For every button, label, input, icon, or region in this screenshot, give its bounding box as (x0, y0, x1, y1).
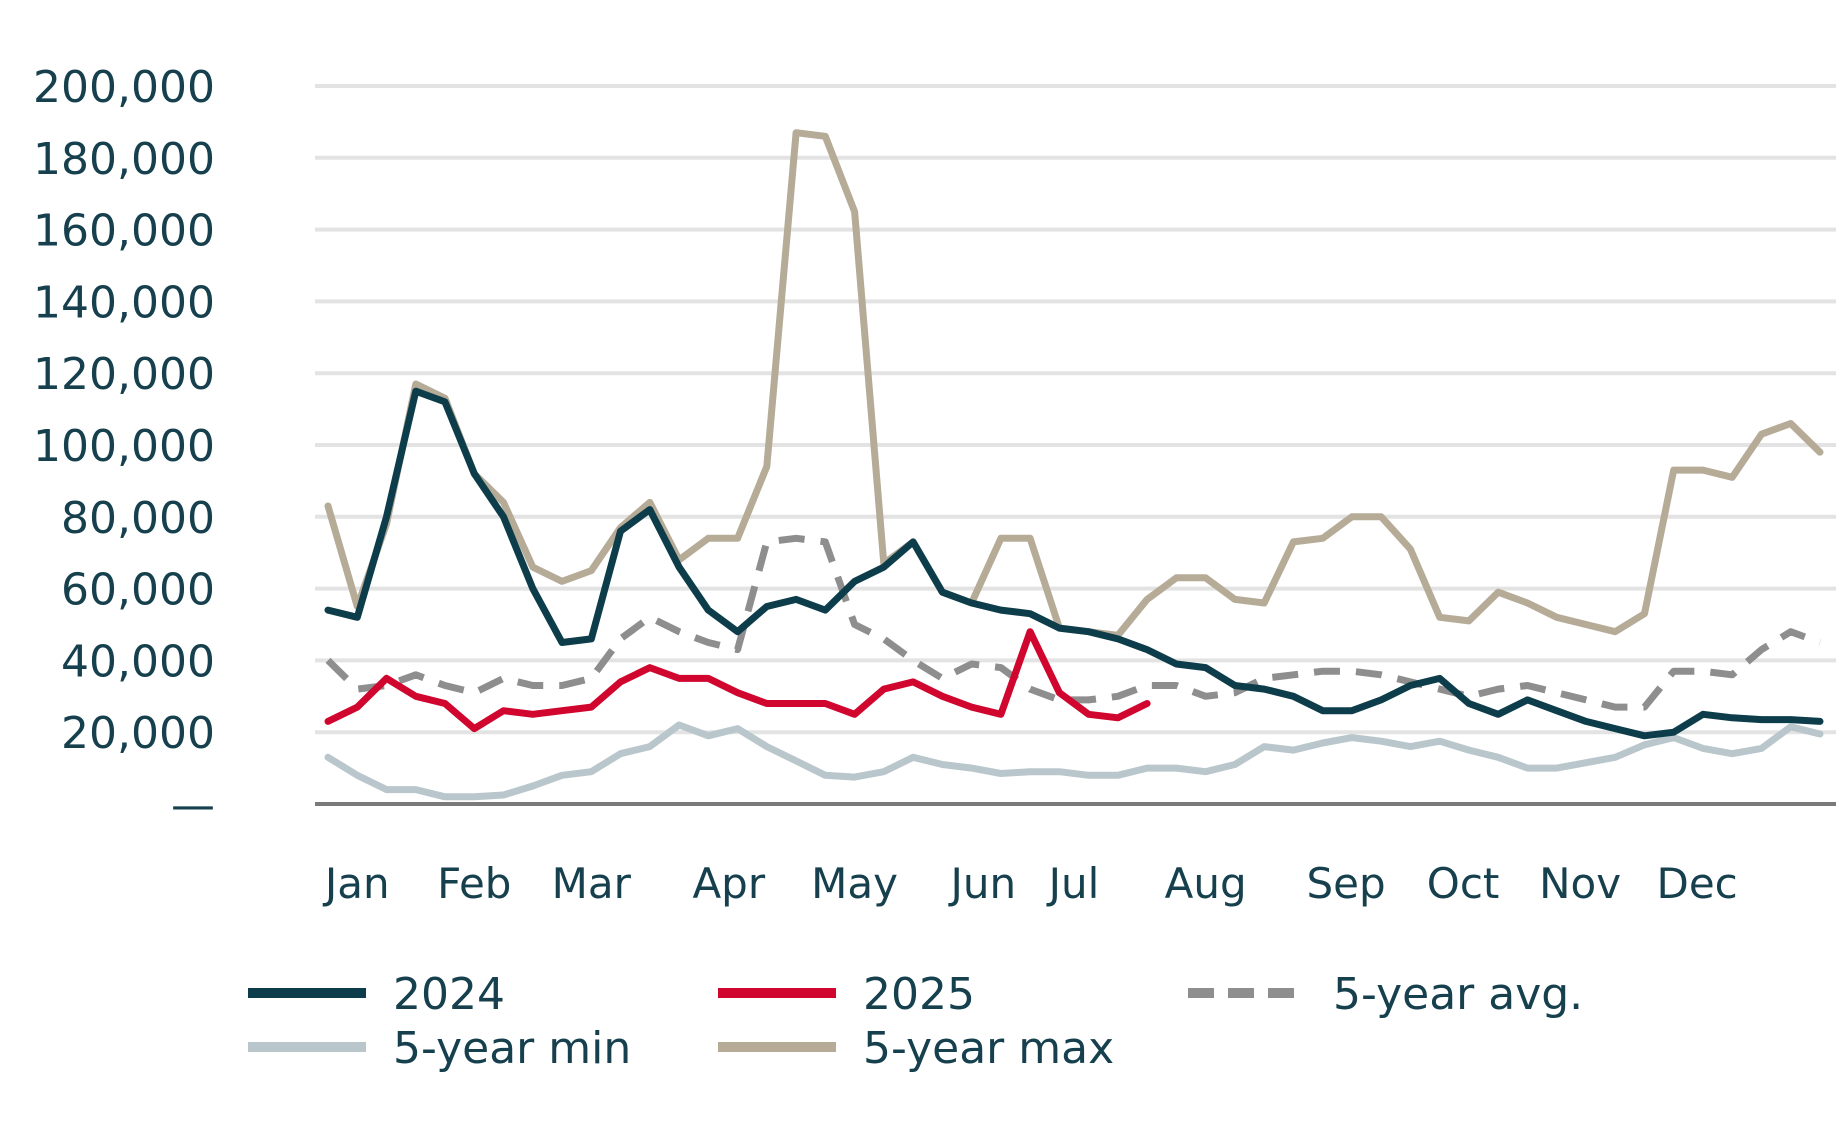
x-tick-label: Sep (1306, 859, 1385, 908)
x-tick-label: Nov (1539, 859, 1621, 908)
legend-label: 2025 (863, 969, 975, 1020)
legend-item: 2025 (718, 969, 975, 1020)
y-tick-label: — (171, 780, 215, 831)
y-tick-label: 200,000 (33, 62, 215, 113)
x-tick-label: Apr (692, 859, 765, 908)
x-axis-month-labels: Jan Feb Mar Apr May Jun Jul Aug Sep Oct Nov Dec (322, 859, 1738, 908)
legend-item: 5-year min (248, 1023, 631, 1074)
series-line-5-year-min (324, 721, 1824, 801)
gridlines (315, 84, 1836, 735)
y-tick-label: 120,000 (33, 349, 215, 400)
y-tick-label: 80,000 (61, 493, 215, 544)
x-tick-label: Aug (1165, 859, 1247, 908)
x-tick-label: May (811, 859, 898, 908)
legend-label: 5-year min (393, 1023, 631, 1074)
x-tick-label: Dec (1656, 859, 1737, 908)
legend-label: 5-year max (863, 1023, 1114, 1074)
series-lines (324, 129, 1824, 801)
y-tick-label: 40,000 (61, 636, 215, 687)
x-tick-label: Oct (1427, 859, 1500, 908)
y-tick-label: 60,000 (61, 565, 215, 616)
y-tick-label: 180,000 (33, 134, 215, 185)
series-line-2024 (324, 387, 1824, 740)
y-axis-tick-labels: — 20,000 40,000 60,000 80,000 100,000 120,000 1… (33, 62, 215, 831)
x-tick-label: Feb (437, 859, 511, 908)
x-tick-label: Jun (947, 859, 1016, 908)
y-tick-label: 100,000 (33, 421, 215, 472)
y-tick-label: 20,000 (61, 708, 215, 759)
y-tick-label: 140,000 (33, 277, 215, 328)
series-line-2025 (324, 628, 1151, 733)
legend-label: 2024 (393, 969, 505, 1020)
legend-item: 5-year max (718, 1023, 1114, 1074)
x-tick-label: Mar (552, 859, 632, 908)
y-tick-label: 160,000 (33, 206, 215, 257)
x-tick-label: Jul (1046, 859, 1100, 908)
legend-label: 5-year avg. (1333, 969, 1583, 1020)
legend-item: 5-year avg. (1188, 969, 1583, 1020)
legend: 2024 2025 5-year avg. 5-year min 5-year max (248, 969, 1583, 1074)
series-line-5-year-max (324, 129, 1824, 639)
legend-item: 2024 (248, 969, 505, 1020)
x-tick-label: Jan (322, 859, 390, 908)
